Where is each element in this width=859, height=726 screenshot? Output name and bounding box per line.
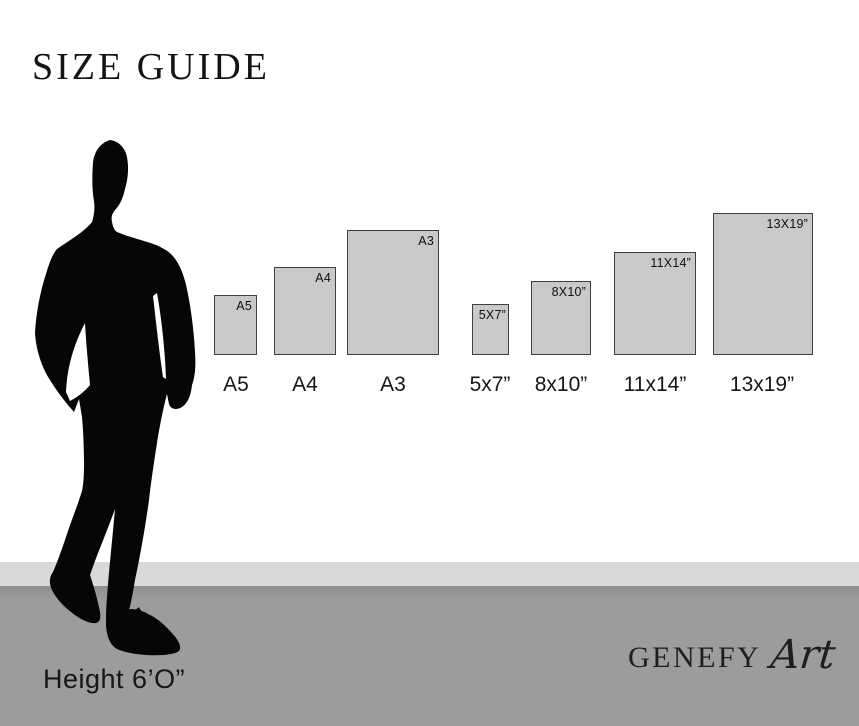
size-label-11x14: 11x14”	[623, 373, 687, 396]
size-label-a4: A4	[292, 373, 318, 396]
size-label-5x7: 5x7”	[469, 373, 511, 396]
size-label-a5: A5	[223, 373, 249, 396]
size-box-a4: A4	[274, 267, 336, 355]
page-title: SIZE GUIDE	[32, 46, 270, 88]
size-box-a5: A5	[214, 295, 257, 355]
size-box-inner-label: 11X14”	[650, 256, 691, 270]
size-label-8x10: 8x10”	[534, 373, 588, 396]
brand-name: GENEFY	[628, 641, 762, 674]
size-box-a3: A3	[347, 230, 439, 355]
brand-logo: GENEFY Art	[628, 632, 838, 678]
size-box-5x7: 5X7”	[472, 304, 509, 355]
man-silhouette	[35, 140, 196, 656]
size-box-8x10: 8X10”	[531, 281, 591, 355]
size-box-13x19: 13X19”	[713, 213, 813, 355]
size-box-11x14: 11X14”	[614, 252, 696, 355]
size-box-inner-label: 5X7”	[478, 308, 506, 322]
figure-height-label: Height 6’O”	[43, 664, 186, 694]
size-label-a3: A3	[380, 373, 406, 396]
floor-highlight-strip	[0, 562, 859, 586]
brand-suffix-script: Art	[768, 632, 838, 678]
size-box-inner-label: A3	[418, 234, 434, 248]
floor	[0, 586, 859, 726]
size-box-inner-label: 13X19”	[766, 217, 808, 231]
size-box-inner-label: A5	[236, 299, 252, 313]
size-label-13x19: 13x19”	[729, 373, 795, 396]
size-box-inner-label: A4	[315, 271, 331, 285]
size-box-inner-label: 8X10”	[551, 285, 586, 299]
